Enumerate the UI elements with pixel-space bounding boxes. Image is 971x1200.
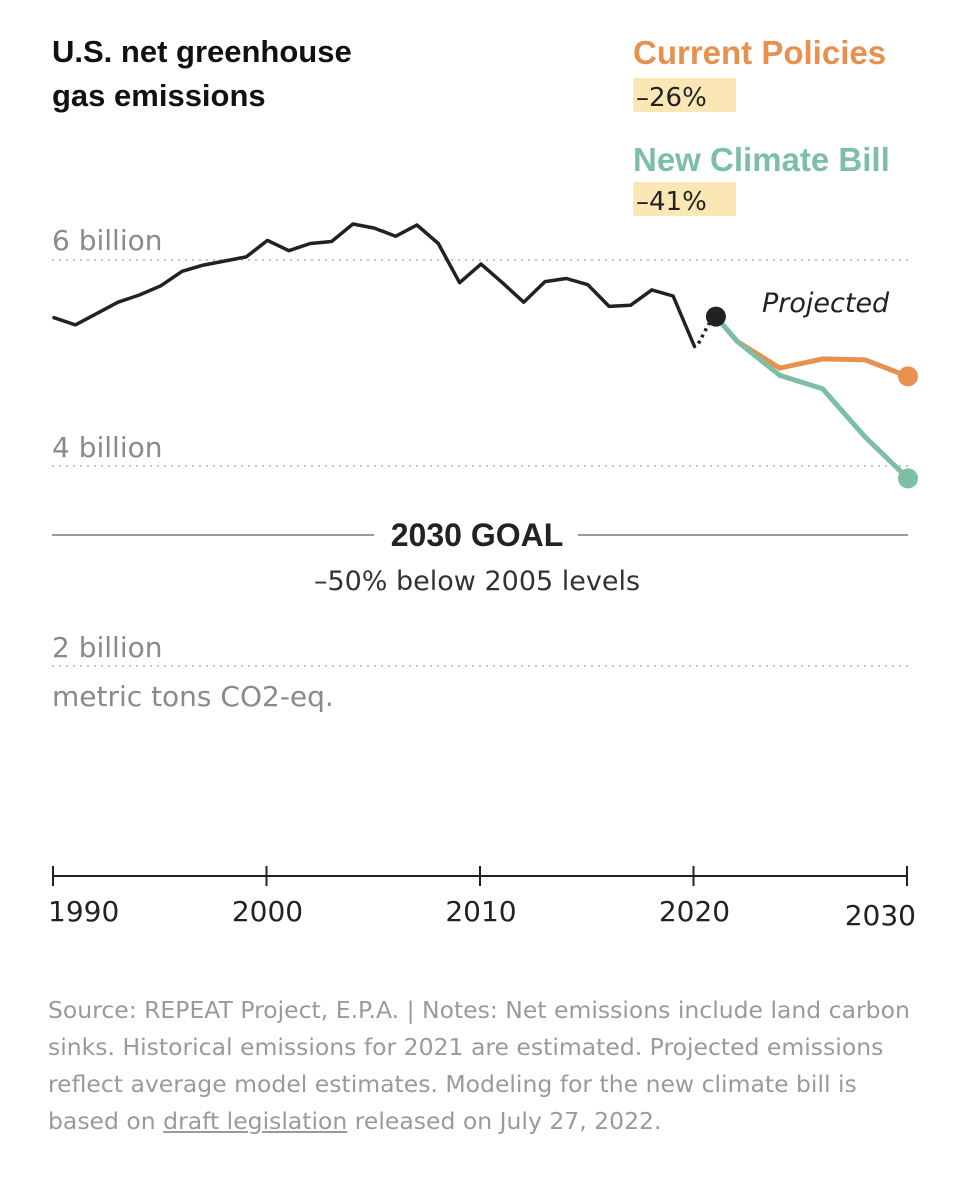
source-note-text-end: released on July 27, 2022.	[347, 1107, 662, 1135]
source-note-text: Source: REPEAT Project, E.P.A. | Notes: …	[48, 996, 910, 1135]
chart-title-line-1: U.S. net greenhouse	[52, 34, 352, 69]
endpoint-current-policies	[898, 366, 918, 387]
projected-annotation: Projected	[762, 288, 890, 319]
legend: Current Policies –26% New Climate Bill –…	[633, 34, 890, 217]
y-tick-label-6-billion: 6 billion	[52, 224, 162, 257]
series-layer	[52, 222, 918, 489]
series-line-historical	[52, 222, 697, 349]
x-tick-label-2020: 2020	[659, 895, 730, 928]
units-label: metric tons CO2-eq.	[52, 680, 334, 713]
legend-new-climate-bill-label: New Climate Bill	[633, 141, 890, 178]
source-note: Source: REPEAT Project, E.P.A. | Notes: …	[48, 992, 928, 1140]
y-tick-label-4-billion: 4 billion	[52, 431, 162, 464]
x-tick-label-1990: 1990	[48, 895, 119, 928]
goal-subtitle: –50% below 2005 levels	[314, 566, 640, 597]
chart-title-line-2: gas emissions	[52, 78, 266, 113]
legend-current-policies-highlight	[633, 78, 736, 112]
goal-annotation: 2030 GOAL –50% below 2005 levels	[52, 517, 908, 597]
x-tick-label-2000: 2000	[232, 895, 303, 928]
y-tick-label-2-billion: 2 billion	[52, 631, 162, 664]
x-tick-label-2030: 2030	[845, 899, 916, 932]
x-axis: 1990 2000 2010 2020 2030	[48, 866, 916, 932]
legend-new-climate-bill-highlight	[633, 182, 736, 216]
series-line-new-climate-bill	[713, 314, 911, 481]
emissions-chart: U.S. net greenhouse gas emissions Curren…	[48, 34, 918, 932]
series-line-estimated-2021	[696, 322, 711, 345]
legend-current-policies-label: Current Policies	[633, 34, 886, 71]
legend-new-climate-bill-value: –41%	[636, 187, 707, 217]
x-tick-label-2010: 2010	[445, 895, 516, 928]
marker-2021-estimate	[705, 306, 726, 327]
draft-legislation-link[interactable]: draft legislation	[163, 1107, 348, 1135]
legend-current-policies-value: –26%	[636, 83, 707, 113]
endpoint-new-climate-bill	[898, 468, 918, 489]
goal-title: 2030 GOAL	[391, 517, 564, 553]
y-axis-grid: 6 billion 4 billion 2 billion metric ton…	[52, 224, 908, 713]
